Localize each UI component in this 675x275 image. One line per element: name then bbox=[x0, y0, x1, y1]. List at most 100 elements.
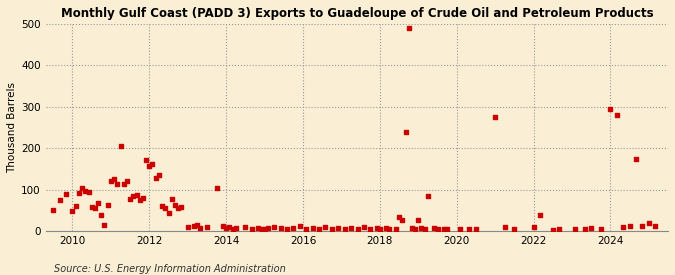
Point bbox=[211, 185, 222, 190]
Title: Monthly Gulf Coast (PADD 3) Exports to Guadeloupe of Crude Oil and Petroleum Pro: Monthly Gulf Coast (PADD 3) Exports to G… bbox=[61, 7, 653, 20]
Point bbox=[352, 227, 363, 231]
Point bbox=[134, 198, 145, 202]
Point bbox=[147, 161, 158, 166]
Point bbox=[365, 227, 376, 231]
Point bbox=[643, 221, 654, 225]
Point bbox=[454, 227, 465, 231]
Point bbox=[83, 189, 94, 194]
Point bbox=[99, 223, 110, 227]
Point bbox=[294, 224, 305, 229]
Point bbox=[192, 223, 202, 227]
Point bbox=[138, 196, 148, 200]
Point bbox=[230, 226, 241, 230]
Point bbox=[173, 206, 184, 211]
Point bbox=[595, 227, 606, 231]
Point bbox=[397, 217, 408, 222]
Point bbox=[263, 226, 273, 230]
Point bbox=[391, 227, 402, 231]
Point bbox=[403, 26, 414, 30]
Point bbox=[288, 226, 299, 230]
Point bbox=[439, 227, 450, 231]
Point bbox=[77, 185, 88, 190]
Point bbox=[394, 214, 404, 219]
Point bbox=[67, 209, 78, 213]
Point bbox=[93, 201, 104, 205]
Point bbox=[269, 225, 279, 229]
Point bbox=[163, 210, 174, 215]
Point bbox=[166, 197, 177, 201]
Point bbox=[144, 163, 155, 168]
Point bbox=[570, 227, 580, 231]
Point bbox=[112, 181, 123, 186]
Point bbox=[416, 226, 427, 230]
Point bbox=[429, 226, 440, 230]
Point bbox=[275, 226, 286, 230]
Point bbox=[141, 158, 152, 162]
Point bbox=[74, 191, 84, 195]
Point bbox=[202, 225, 213, 229]
Point bbox=[259, 227, 270, 231]
Point bbox=[151, 176, 161, 180]
Point bbox=[252, 226, 263, 230]
Point bbox=[131, 192, 142, 197]
Point bbox=[300, 227, 311, 231]
Point bbox=[70, 204, 81, 208]
Point bbox=[169, 203, 180, 208]
Point bbox=[650, 224, 661, 229]
Point bbox=[182, 225, 193, 229]
Point bbox=[406, 226, 417, 230]
Point bbox=[240, 225, 251, 229]
Point bbox=[413, 217, 424, 222]
Point bbox=[195, 226, 206, 230]
Point bbox=[579, 227, 590, 231]
Point bbox=[224, 225, 235, 229]
Point bbox=[630, 156, 641, 161]
Text: Source: U.S. Energy Information Administration: Source: U.S. Energy Information Administ… bbox=[54, 264, 286, 274]
Point bbox=[346, 226, 356, 230]
Point bbox=[218, 224, 229, 229]
Point bbox=[371, 226, 382, 230]
Point bbox=[122, 179, 132, 184]
Point bbox=[637, 224, 648, 229]
Point bbox=[618, 225, 628, 229]
Point bbox=[470, 227, 481, 231]
Point bbox=[125, 197, 136, 201]
Point bbox=[381, 226, 392, 230]
Point bbox=[441, 227, 452, 231]
Point bbox=[314, 227, 325, 231]
Point bbox=[333, 226, 344, 230]
Point bbox=[339, 227, 350, 231]
Point bbox=[358, 225, 369, 229]
Point bbox=[490, 115, 501, 119]
Point bbox=[612, 113, 622, 117]
Point bbox=[157, 204, 167, 208]
Point bbox=[500, 225, 510, 229]
Point bbox=[605, 107, 616, 111]
Point bbox=[256, 227, 267, 231]
Point bbox=[153, 173, 164, 177]
Point bbox=[419, 227, 430, 231]
Point bbox=[535, 212, 545, 217]
Point bbox=[586, 226, 597, 230]
Point bbox=[464, 227, 475, 231]
Point bbox=[327, 227, 338, 231]
Point bbox=[307, 226, 318, 230]
Point bbox=[189, 224, 200, 229]
Point bbox=[227, 227, 238, 231]
Point bbox=[509, 227, 520, 231]
Point bbox=[80, 188, 90, 193]
Point bbox=[410, 227, 421, 231]
Point bbox=[320, 225, 331, 229]
Point bbox=[115, 144, 126, 148]
Point bbox=[55, 198, 65, 202]
Point bbox=[160, 206, 171, 211]
Point bbox=[89, 206, 100, 211]
Point bbox=[528, 225, 539, 229]
Point bbox=[281, 227, 292, 231]
Point bbox=[221, 226, 232, 230]
Point bbox=[105, 179, 116, 184]
Point bbox=[375, 227, 385, 231]
Point bbox=[128, 194, 138, 198]
Point bbox=[384, 227, 395, 231]
Point bbox=[61, 192, 72, 196]
